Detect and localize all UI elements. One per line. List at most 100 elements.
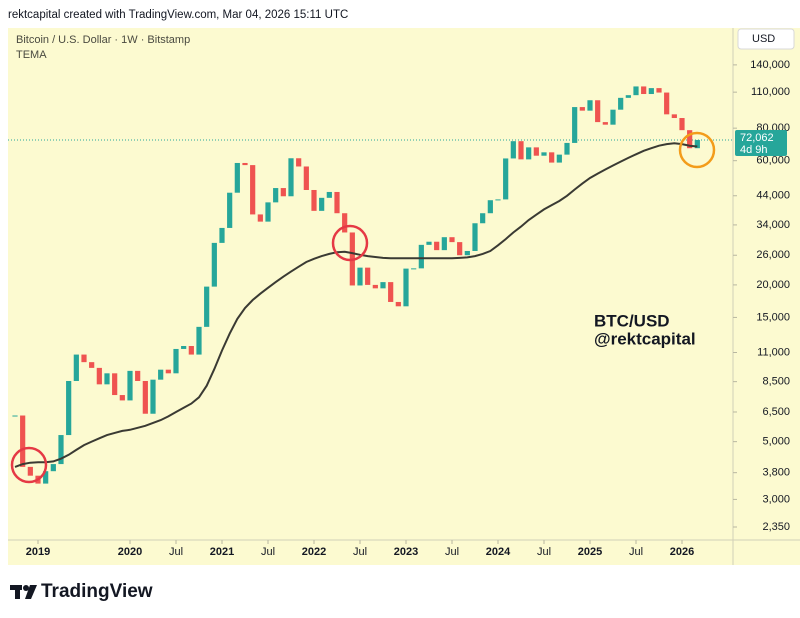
highlight-circle xyxy=(331,224,369,262)
y-tick-label: 11,000 xyxy=(757,346,790,358)
candle xyxy=(257,214,263,222)
candle xyxy=(510,141,516,159)
candle xyxy=(503,158,509,200)
candle xyxy=(656,88,662,93)
x-tick-label: Jul xyxy=(169,546,183,558)
candle xyxy=(104,373,110,385)
candle xyxy=(441,237,447,251)
candle xyxy=(549,152,555,163)
logo-part xyxy=(23,585,29,591)
x-tick-label: 2024 xyxy=(486,546,511,558)
candle xyxy=(480,213,486,224)
candle xyxy=(319,197,325,211)
x-tick-label: 2022 xyxy=(302,546,326,558)
candle xyxy=(357,267,363,286)
candle xyxy=(234,162,240,193)
brand: TradingView xyxy=(41,581,153,602)
candle xyxy=(518,141,524,160)
candle xyxy=(679,118,685,131)
candle xyxy=(572,107,578,143)
candle xyxy=(204,286,210,327)
candle xyxy=(633,86,639,96)
x-tick-label: Jul xyxy=(629,546,643,558)
candle xyxy=(342,213,348,233)
y-tick-label: 140,000 xyxy=(750,59,790,71)
candle xyxy=(196,326,202,355)
candle xyxy=(495,199,501,201)
candle xyxy=(526,147,532,160)
y-tick-label: 5,000 xyxy=(762,436,790,448)
brand-logo xyxy=(10,585,37,599)
y-tick-label: 3,000 xyxy=(762,493,790,505)
y-tick-label: 44,000 xyxy=(756,190,790,202)
candle xyxy=(173,348,179,374)
y-tick-label: 26,000 xyxy=(756,249,790,261)
candle xyxy=(464,250,470,256)
candle xyxy=(472,223,478,251)
logo-part xyxy=(15,585,20,599)
y-tick-label: 2,350 xyxy=(762,521,790,533)
candle xyxy=(380,282,386,289)
credit: rektcapital created with TradingView.com… xyxy=(8,9,348,21)
candle xyxy=(73,354,79,381)
x-tick-label: 2025 xyxy=(578,546,602,558)
candle xyxy=(165,369,171,374)
candle xyxy=(227,192,233,228)
candle xyxy=(388,282,394,302)
candle xyxy=(135,370,141,381)
candle xyxy=(158,369,164,380)
highlight-circle xyxy=(10,446,48,484)
candle xyxy=(127,370,133,401)
candle xyxy=(595,100,601,123)
candle xyxy=(211,242,217,287)
candle xyxy=(43,471,49,484)
candle xyxy=(334,191,340,214)
candle xyxy=(242,162,248,166)
candle xyxy=(541,152,547,156)
watermark: BTC/USD xyxy=(594,311,670,330)
candle xyxy=(434,241,440,251)
candle xyxy=(641,86,647,95)
x-tick-label: Jul xyxy=(261,546,275,558)
candle xyxy=(618,97,624,110)
x-tick-label: 2021 xyxy=(210,546,234,558)
candle xyxy=(280,188,286,197)
candle xyxy=(296,158,302,167)
candle xyxy=(58,435,64,465)
candle xyxy=(142,380,148,414)
candle xyxy=(27,466,33,476)
x-tick-label: Jul xyxy=(537,546,551,558)
candle xyxy=(66,380,72,436)
candle xyxy=(311,189,317,211)
indicator-line xyxy=(14,142,698,468)
candle xyxy=(411,268,417,270)
candle xyxy=(273,188,279,203)
chart-title: Bitcoin / U.S. Dollar · 1W · Bitstamp xyxy=(16,34,190,46)
watermark: @rektcapital xyxy=(594,329,696,348)
currency-box xyxy=(737,28,795,50)
candle xyxy=(326,191,332,198)
y-tick-label: 110,000 xyxy=(751,86,790,98)
candle xyxy=(556,154,562,163)
candle xyxy=(564,142,570,155)
candle xyxy=(119,395,125,401)
indicator-label: TEMA xyxy=(16,49,47,61)
y-tick-label: 20,000 xyxy=(756,279,790,291)
candle xyxy=(457,242,463,256)
last-price-box xyxy=(735,129,787,156)
candle xyxy=(664,92,670,115)
candle xyxy=(81,354,87,363)
candle xyxy=(579,107,585,111)
candle xyxy=(188,346,194,355)
candle xyxy=(288,158,294,197)
candle xyxy=(648,88,654,95)
y-tick-label: 3,800 xyxy=(762,467,790,479)
candle xyxy=(426,241,432,245)
candle xyxy=(610,109,616,125)
candle xyxy=(150,379,156,414)
candle xyxy=(265,202,271,222)
x-tick-label: 2019 xyxy=(26,546,50,558)
x-tick-label: Jul xyxy=(445,546,459,558)
y-tick-label: 34,000 xyxy=(756,219,790,231)
